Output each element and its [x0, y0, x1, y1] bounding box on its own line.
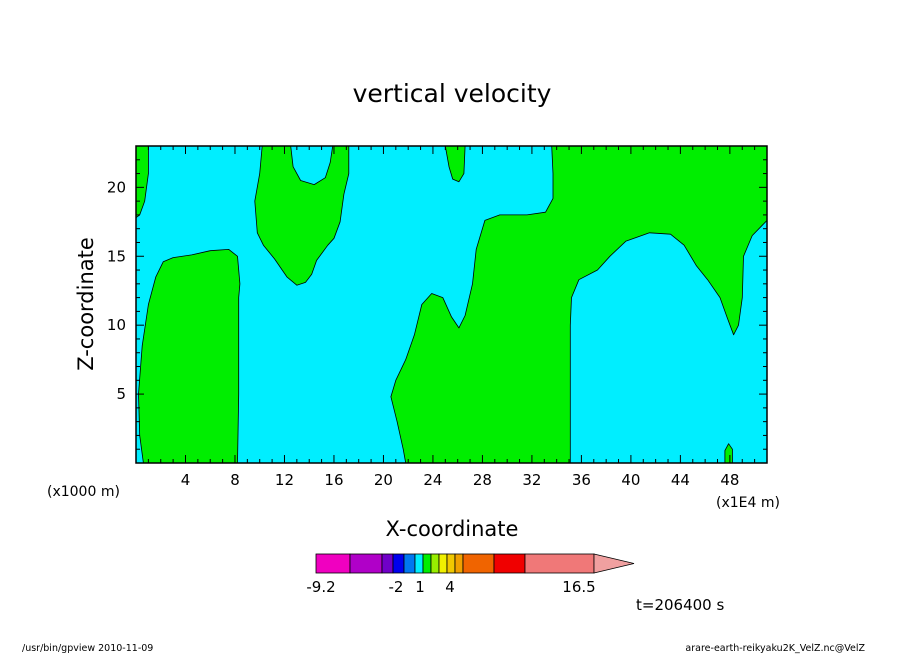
region-upper-middle [254, 146, 350, 286]
colorbar-tick-label: -9.2 [306, 578, 335, 596]
y-unit-label: (x1000 m) [47, 484, 120, 500]
colorbar-tick-label: 4 [445, 578, 455, 596]
colorbar-segment [392, 553, 405, 574]
y-tick-label: 10 [107, 316, 126, 334]
colorbar-tick-label: -2 [389, 578, 404, 596]
x-tick-label: 16 [324, 471, 343, 489]
y-tick-label: 15 [107, 247, 126, 265]
contour-regions [136, 146, 767, 463]
colorbar-segment [454, 553, 464, 574]
colorbar-segment [524, 553, 595, 574]
x-tick-label: 4 [181, 471, 191, 489]
chart-title: vertical velocity [353, 79, 552, 108]
region-top-sliver [444, 146, 466, 183]
footer-left: /usr/bin/gpview 2010-11-09 [22, 643, 153, 654]
x-axis-title: X-coordinate [386, 517, 519, 541]
colorbar-segment [403, 553, 416, 574]
x-tick-label: 40 [621, 471, 640, 489]
x-tick-label: 32 [522, 471, 541, 489]
plot-frame [135, 145, 768, 464]
y-axis-title: Z-coordinate [74, 237, 98, 371]
colorbar-segment [414, 553, 424, 574]
colorbar-segment [422, 553, 432, 574]
footer-right: arare-earth-reikyaku2K_VelZ.nc@VelZ [685, 643, 865, 654]
time-label: t=206400 s [636, 596, 724, 614]
colorbar-extension-arrow [593, 553, 635, 574]
colorbar-segment [446, 553, 456, 574]
colorbar-labels: -9.2 -2 1 4 16.5 [306, 578, 595, 596]
x-tick-label: 28 [473, 471, 492, 489]
x-tick-label: 20 [374, 471, 393, 489]
region-bottom-spot [724, 443, 733, 463]
x-tick-label: 36 [572, 471, 591, 489]
x-tick-label: 12 [275, 471, 294, 489]
x-axis-ticks: 4 8 12 16 20 24 28 32 36 40 44 48 [147, 146, 756, 489]
y-tick-label: 5 [116, 385, 126, 403]
region-left-column [138, 248, 241, 463]
colorbar [315, 553, 635, 574]
colorbar-tick-label: 16.5 [562, 578, 595, 596]
colorbar-segment [315, 553, 351, 574]
x-tick-label: 48 [720, 471, 739, 489]
x-unit-label: (x1E4 m) [716, 495, 780, 511]
colorbar-segment [462, 553, 495, 574]
x-tick-label: 44 [671, 471, 690, 489]
colorbar-segment [493, 553, 526, 574]
y-tick-label: 20 [107, 178, 126, 196]
colorbar-segment [349, 553, 383, 574]
x-tick-label: 8 [230, 471, 240, 489]
region-right-main [390, 146, 767, 463]
region-left-edge-top [136, 146, 149, 219]
y-axis-ticks: 5 10 15 20 [107, 159, 767, 450]
x-tick-label: 24 [423, 471, 442, 489]
colorbar-tick-label: 1 [415, 578, 425, 596]
colorbar-segment [430, 553, 440, 574]
colorbar-segment [438, 553, 448, 574]
colorbar-segment [381, 553, 394, 574]
